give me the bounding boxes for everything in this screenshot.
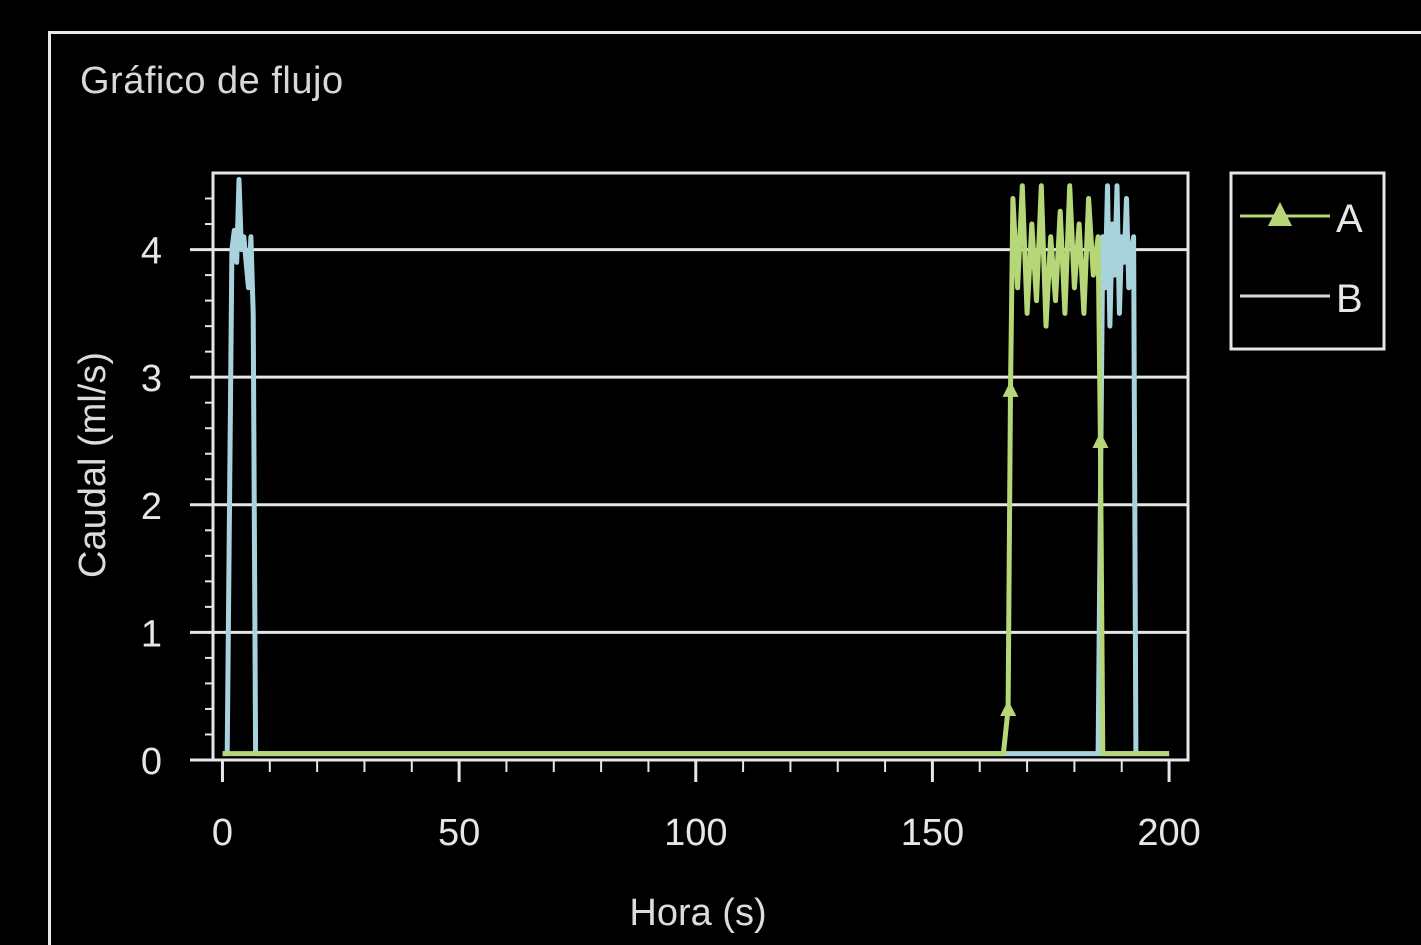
series-b-line [222, 176, 1170, 757]
x-tick-label: 50 [438, 812, 480, 854]
chart-panel [48, 31, 1421, 945]
legend-marker-a [1268, 202, 1292, 226]
y-tick-label: 4 [141, 231, 162, 273]
legend-label-b: B [1336, 277, 1363, 321]
y-axis-title: Caudal (ml/s) [72, 352, 114, 578]
series-a-marker [1002, 380, 1019, 397]
series-a-marker [1000, 699, 1017, 716]
legend: A B [1229, 171, 1386, 351]
x-tick-label: 0 [212, 812, 233, 854]
series-b-line-2 [1095, 183, 1139, 754]
axis-layer: 0 1 2 3 4 0 50 100 150 200 [141, 197, 1201, 854]
x-tick-label: 100 [664, 812, 727, 854]
x-tick-label: 150 [901, 812, 964, 854]
series-a-marker [1092, 431, 1109, 448]
x-axis-title: Hora (s) [629, 892, 766, 934]
x-tick-label: 200 [1137, 812, 1200, 854]
y-tick-label: 3 [141, 358, 162, 400]
y-tick-label: 2 [141, 486, 162, 528]
legend-box [1229, 171, 1386, 351]
series-a-line [222, 183, 1170, 757]
y-tick-label: 1 [141, 613, 162, 655]
chart-title: Gráfico de flujo [80, 60, 344, 102]
y-tick-label: 0 [141, 741, 162, 783]
series-layer [222, 176, 1170, 757]
legend-label-a: A [1336, 197, 1363, 241]
